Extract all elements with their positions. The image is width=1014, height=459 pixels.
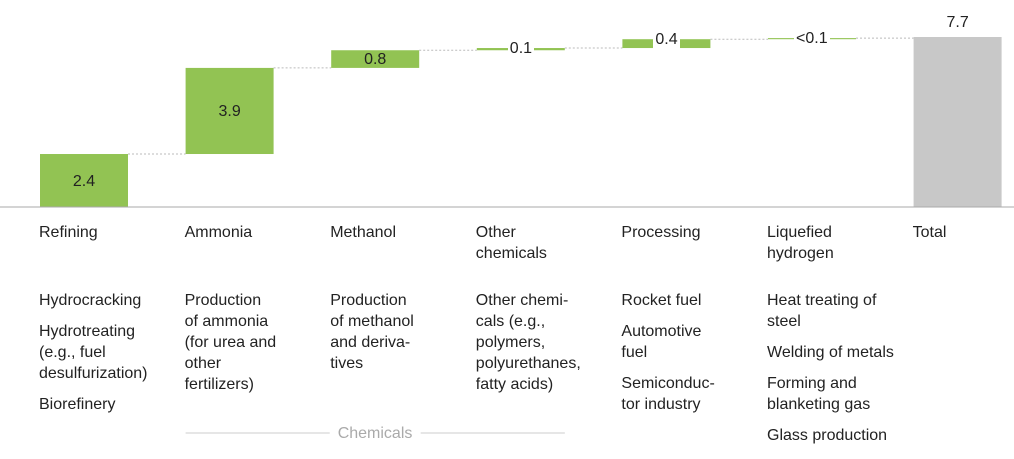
description: polymers, [475, 334, 546, 351]
description: (e.g., fuel [39, 344, 106, 361]
description: Production [184, 292, 262, 309]
bar [331, 50, 420, 68]
bar [185, 67, 274, 155]
description: Forming and [767, 375, 857, 392]
description: Hydrocracking [39, 292, 142, 309]
description: Welding of metals [767, 344, 894, 361]
description: and deriva- [330, 334, 411, 351]
description: other [184, 355, 222, 372]
value-label: 7.7 [946, 14, 969, 31]
bar [913, 37, 1002, 207]
value-label: 0.8 [364, 51, 387, 69]
value-label: <0.1 [794, 28, 830, 50]
description: tives [330, 355, 364, 372]
description: Production [330, 292, 407, 309]
description: Automotive [621, 323, 702, 340]
category-label: Refining [39, 224, 98, 241]
description: (for urea and [184, 334, 277, 351]
value-label: 3.9 [218, 102, 241, 120]
description: fuel [621, 344, 648, 361]
description: steel [767, 313, 801, 330]
description: cals (e.g., [475, 313, 546, 330]
description: Semiconduc- [621, 375, 715, 392]
value-label: 0.4 [653, 29, 680, 51]
description: desulfurization) [39, 365, 148, 382]
description: of ammonia [184, 313, 269, 330]
description: fertilizers) [184, 376, 254, 393]
value-label: 0.1 [507, 38, 535, 60]
description: Biorefinery [39, 396, 116, 413]
description: blanketing gas [767, 396, 871, 413]
bar [40, 154, 128, 207]
description: polyurethanes, [475, 355, 581, 372]
category-label: Liquefied hydrogen [767, 224, 834, 262]
category-label: Total [912, 224, 947, 241]
description: fatty acids) [475, 376, 554, 393]
category-label: Other chemicals [475, 224, 547, 262]
description: of methanol [330, 313, 414, 330]
description: Rocket fuel [621, 292, 702, 309]
category-label: Processing [621, 224, 701, 241]
description: Glass production [767, 427, 888, 444]
description: tor industry [621, 396, 701, 413]
category-label: Methanol [330, 224, 397, 241]
description: Other chemi- [475, 292, 569, 309]
value-label: 2.4 [72, 172, 96, 190]
category-label: Ammonia [184, 224, 253, 241]
description: Hydrotreating [39, 323, 136, 340]
group-label: Chemicals [337, 425, 413, 442]
description: Heat treating of [767, 292, 877, 309]
